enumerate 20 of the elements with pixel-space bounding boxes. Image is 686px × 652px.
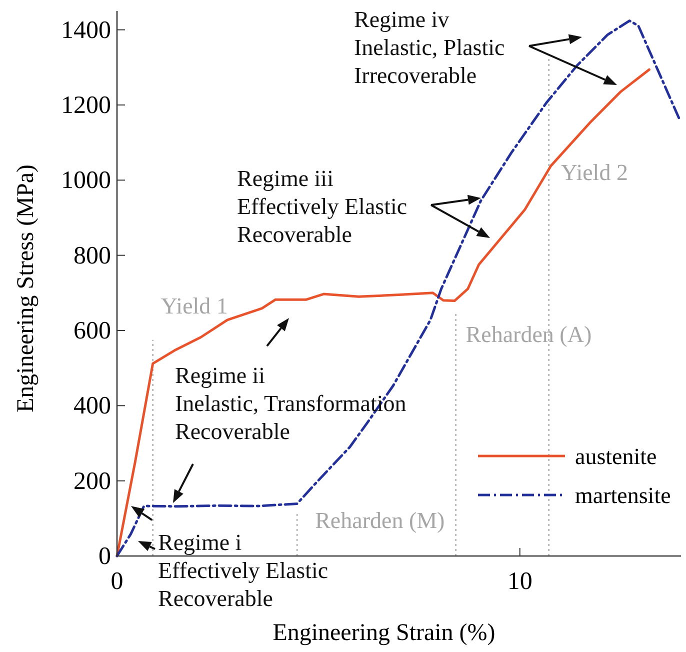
legend-label: austenite: [575, 444, 657, 469]
y-tick-label: 800: [74, 242, 111, 270]
y-tick-label: 1000: [61, 167, 111, 194]
y-axis-title: Engineering Stress (MPa): [13, 164, 39, 412]
annotation: Regime i Effectively Elastic Recoverable: [158, 530, 328, 611]
annotation: Regime iii Effectively Elastic Recoverable: [237, 166, 408, 247]
y-tick-label: 1400: [61, 16, 111, 44]
y-tick-label: 0: [98, 543, 111, 570]
y-tick-label: 1200: [61, 92, 111, 119]
y-tick-label: 600: [74, 317, 111, 344]
y-tick-label: 400: [74, 392, 111, 420]
ref-line-label: Yield 1: [160, 294, 228, 319]
ref-line-label: Reharden (M): [315, 508, 445, 533]
legend-label: martensite: [575, 483, 671, 508]
x-axis-title: Engineering Strain (%): [272, 620, 496, 646]
ref-line-label: Yield 2: [560, 160, 628, 186]
y-tick-label: 200: [74, 468, 111, 495]
ref-line-label: Reharden (A): [466, 322, 592, 347]
annotation: Regime iv Inelastic, Plastic Irrecoverable: [354, 7, 505, 88]
x-tick-label: 10: [507, 568, 532, 595]
